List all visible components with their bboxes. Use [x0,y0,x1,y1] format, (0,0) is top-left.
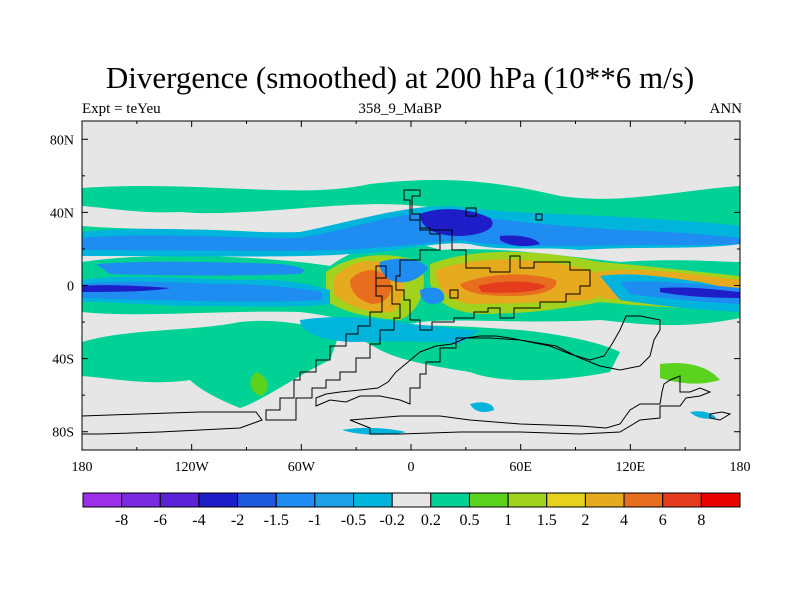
y-tick-label: 80N [50,133,74,148]
colorbar-label: -1 [308,512,321,529]
coastline [535,213,543,221]
coastline [449,289,459,299]
colorbar-swatch [198,492,239,508]
colorbar-swatch [584,492,625,508]
contour-band [478,281,546,293]
y-tick-label: 40S [52,353,74,368]
x-tick-label: 60W [288,460,316,475]
contour-field [82,179,740,435]
colorbar-label: -8 [115,512,128,529]
colorbar-label: 1 [504,512,512,529]
colorbar-swatch [314,492,355,508]
chart-title: Divergence (smoothed) at 200 hPa (10**6 … [105,60,695,95]
colorbar-swatch [662,492,702,508]
x-axis: 180 120W 60W 0 60E 120E 180 [72,121,751,475]
contour-band [420,287,445,305]
colorbar-swatch [82,492,123,508]
coastline [395,189,591,331]
contour-band [500,235,540,247]
colorbar-swatch [121,492,161,508]
colorbar-label: 0.5 [459,512,479,529]
contour-band [379,258,428,283]
colorbar-label: 2 [581,512,589,529]
coastline [265,265,401,421]
y-tick-label: 0 [67,280,74,295]
contour-band [82,285,170,292]
colorbar-swatch [430,492,470,508]
left-label: Expt = teYeu [82,101,161,117]
x-tick-label: 120E [616,460,646,475]
right-label: ANN [709,101,743,117]
contour-band [300,317,480,344]
y-tick-label: 80S [52,426,74,441]
coastlines [82,189,732,435]
colorbar-label: -1.5 [264,512,289,529]
colorbar-swatch [507,492,548,508]
x-tick-label: 60E [509,460,532,475]
contour-band [82,179,740,219]
center-label: 358_9_MaBP [358,101,442,117]
x-tick-label: 180 [72,460,93,475]
y-tick-label: 40N [50,206,74,221]
colorbar-swatch [391,492,432,508]
colorbar-swatch [468,492,509,508]
contour-band [250,372,268,396]
colorbar-swatch [159,492,200,508]
coastline [315,315,661,407]
colorbar-swatch [623,492,664,508]
contour-band [470,402,494,412]
colorbar-label: -6 [154,512,167,529]
colorbar: -8 -6 -4 -2 -1.5 -1 -0.5 -0.2 0.2 0.5 1 1.5 2 4 6 8 [82,492,741,529]
colorbar-label: 1.5 [537,512,557,529]
colorbar-label: -0.5 [341,512,366,529]
colorbar-label: -4 [192,512,205,529]
x-tick-label: 0 [408,460,415,475]
contour-band [82,212,740,251]
colorbar-swatch [237,492,277,508]
colorbar-label: 8 [697,512,705,529]
x-tick-label: 120W [175,460,210,475]
colorbar-label: 0.2 [421,512,441,529]
colorbar-label: -2 [231,512,244,529]
coastline [709,411,732,421]
colorbar-label: 6 [659,512,667,529]
contour-band [342,427,406,435]
coastline [82,411,263,435]
colorbar-label: -0.2 [380,512,405,529]
y-axis: 80N 40N 0 40S 80S [50,133,740,441]
colorbar-swatch [546,492,586,508]
colorbar-swatch [353,492,393,508]
colorbar-label: 4 [620,512,628,529]
colorbar-swatch [700,492,741,508]
coastline [349,375,712,435]
contour-band [660,287,740,298]
contour-band [96,261,304,276]
coastline [465,207,477,217]
x-tick-label: 180 [730,460,751,475]
colorbar-swatch [275,492,316,508]
contour-band [82,320,340,408]
